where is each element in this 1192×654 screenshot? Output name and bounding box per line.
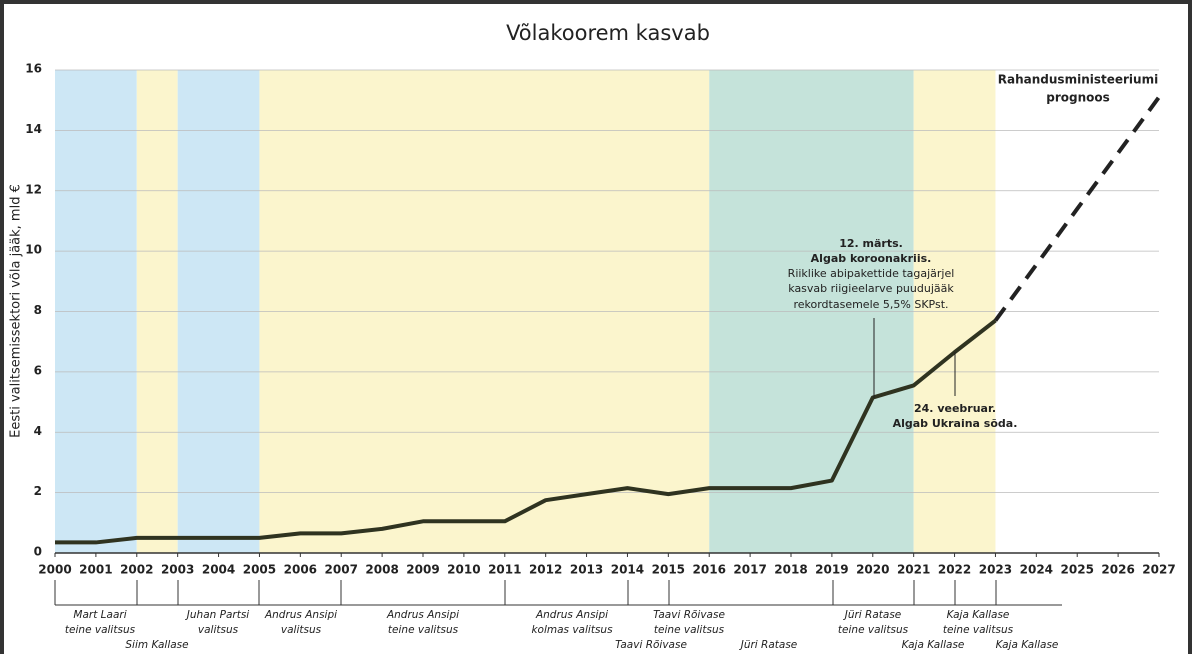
gov-label: Andrus Ansipi [386,609,459,621]
covid-annotation: 12. märts. Algab koroonakriis. Riiklike … [788,237,955,311]
gov-label: valitsus [198,624,239,636]
x-tick-label: 2017 [733,563,766,577]
x-tick-label: 2006 [284,563,317,577]
gov-label: Jüri Ratase [739,639,798,651]
x-tick-label: 2001 [79,563,112,577]
y-tick-label: 0 [34,545,42,559]
gov-label: Taavi Rõivase [615,639,687,651]
y-tick-label: 6 [34,363,42,377]
debt-line [993,95,1161,322]
x-tick-label: 2026 [1101,563,1134,577]
y-tick-label: 12 [25,182,42,196]
annotation: Algab Ukraina sõda. [893,417,1018,430]
gov-label: Taavi Rõivase [653,609,725,621]
gov-label: teine valitsus [65,624,136,636]
annotation: Riiklike abipakettide tagajärjel [788,267,955,280]
x-tick-label: 2021 [897,563,930,577]
x-tick-label: 2009 [406,563,439,577]
x-tick-label: 2004 [202,563,235,577]
y-tick-label: 10 [25,243,42,257]
gov-label: Jüri Ratase [843,609,902,621]
gov-label: Juhan Partsi [185,609,250,621]
y-tick-label: 4 [34,424,42,438]
x-tick-label: 2000 [38,563,71,577]
annotation: rekordtasemele 5,5% SKPst. [793,298,948,311]
annotation: 24. veebruar. [914,402,996,415]
y-tick-label: 14 [25,122,42,136]
y-tick-label: 2 [34,484,42,498]
debt-line [55,318,997,545]
x-tick-label: 2008 [365,563,398,577]
annotation: prognoos [1046,91,1110,105]
gov-label: Andrus Ansipi [264,609,337,621]
x-tick-label: 2020 [856,563,889,577]
x-tick-label: 2003 [161,563,194,577]
x-tick-label: 2016 [693,563,726,577]
x-tick-label: 2011 [488,563,521,577]
gov-label: Mart Laari [73,609,126,621]
x-tick-label: 2014 [611,563,644,577]
x-tick-label: 2018 [774,563,807,577]
x-tick-label: 2019 [815,563,848,577]
annotation: 12. märts. [839,237,903,250]
x-tick-label: 2022 [938,563,971,577]
y-tick-label: 16 [25,62,42,76]
gov-label: teine valitsus [838,624,909,636]
annotation: kasvab riigieelarve puudujääk [788,282,954,295]
x-tick-label: 2005 [243,563,276,577]
gov-label: Andrus Ansipi [535,609,608,621]
gov-label: teine valitsus [654,624,725,636]
x-tick-label: 2013 [570,563,603,577]
chart-title: Võlakoorem kasvab [506,21,710,45]
x-tick-label: 2012 [529,563,562,577]
x-tick-label: 2015 [652,563,685,577]
x-tick-label: 2002 [120,563,153,577]
x-tick-label: 2010 [447,563,480,577]
x-tick-label: 2024 [1020,563,1053,577]
gov-label: teine valitsus [943,624,1014,636]
y-tick-label: 8 [34,303,42,317]
gov-label: Kaja Kallase [902,639,965,651]
gov-label: Kaja Kallase [996,639,1059,651]
government-labels: Mart Laari teine valitsus Siim Kallase J… [65,609,1058,651]
gov-label: Kaja Kallase [947,609,1010,621]
x-tick-label: 2025 [1061,563,1094,577]
y-axis-label: Eesti valitsemissektori võla jääk, mld € [9,184,24,438]
annotation: Algab koroonakriis. [811,252,932,265]
x-tick-label: 2023 [979,563,1012,577]
gov-label: Siim Kallase [125,639,188,651]
government-dividers [54,580,1062,606]
x-tick-label: 2027 [1142,563,1175,577]
gov-label: kolmas valitsus [531,624,613,636]
x-tick-label: 2007 [325,563,358,577]
gov-label: teine valitsus [388,624,459,636]
annotation: Rahandusministeeriumi [998,73,1158,87]
gov-label: valitsus [281,624,322,636]
